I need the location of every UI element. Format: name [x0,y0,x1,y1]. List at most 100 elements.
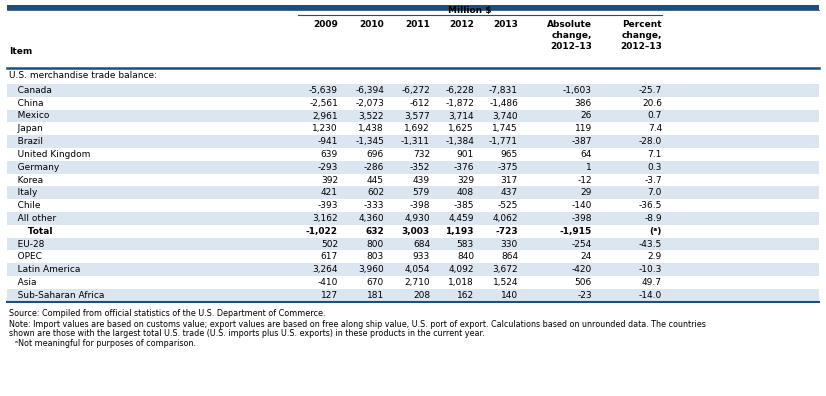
Text: 1,193: 1,193 [445,227,474,236]
Text: 0.7: 0.7 [648,112,662,120]
Text: -23: -23 [577,291,592,300]
Text: -525: -525 [497,201,518,210]
Text: -6,394: -6,394 [355,86,384,95]
Text: -25.7: -25.7 [638,86,662,95]
Text: 506: 506 [575,278,592,287]
Text: -1,603: -1,603 [563,86,592,95]
Text: -2,561: -2,561 [309,99,338,108]
Text: Percent
change,
2012–13: Percent change, 2012–13 [620,20,662,51]
Text: 602: 602 [367,188,384,197]
Text: 632: 632 [365,227,384,236]
Text: Million $: Million $ [449,6,491,15]
Bar [7,97,819,110]
Text: EU-28: EU-28 [9,240,45,249]
Bar [7,148,819,161]
Bar [7,161,819,173]
Bar [7,263,819,276]
Text: -333: -333 [363,201,384,210]
Text: 1,625: 1,625 [449,124,474,133]
Text: 7.0: 7.0 [648,188,662,197]
Text: 579: 579 [413,188,430,197]
Text: -941: -941 [318,137,338,146]
Text: -387: -387 [572,137,592,146]
Text: Item: Item [9,47,32,56]
Text: 800: 800 [367,240,384,249]
Text: China: China [9,99,44,108]
Text: 2,961: 2,961 [312,112,338,120]
Text: 502: 502 [320,240,338,249]
Text: 3,264: 3,264 [312,265,338,274]
Text: (ᵃ): (ᵃ) [649,227,662,236]
Text: Latin America: Latin America [9,265,80,274]
Text: 49.7: 49.7 [642,278,662,287]
Text: -352: -352 [410,163,430,172]
Bar [7,199,819,212]
Text: 639: 639 [320,150,338,159]
Text: 24: 24 [581,252,592,261]
Text: 670: 670 [367,278,384,287]
Text: 439: 439 [413,175,430,185]
Text: 3,162: 3,162 [312,214,338,223]
Text: -7,831: -7,831 [489,86,518,95]
Text: -28.0: -28.0 [638,137,662,146]
Bar [7,225,819,238]
Bar [7,238,819,250]
Text: Note: Import values are based on customs value; export values are based on free : Note: Import values are based on customs… [9,320,706,329]
Text: OPEC: OPEC [9,252,42,261]
Text: 208: 208 [413,291,430,300]
Text: -410: -410 [318,278,338,287]
Text: All other: All other [9,214,56,223]
Text: 140: 140 [501,291,518,300]
Text: Asia: Asia [9,278,36,287]
Text: -2,073: -2,073 [355,99,384,108]
Text: 4,360: 4,360 [358,214,384,223]
Text: -3.7: -3.7 [644,175,662,185]
Text: 1,438: 1,438 [358,124,384,133]
Text: -5,639: -5,639 [309,86,338,95]
Text: 2013: 2013 [493,20,518,29]
Text: 1: 1 [586,163,592,172]
Text: 2.9: 2.9 [648,252,662,261]
Text: 4,054: 4,054 [405,265,430,274]
Text: 617: 617 [320,252,338,261]
Text: 965: 965 [501,150,518,159]
Text: 392: 392 [320,175,338,185]
Text: -8.9: -8.9 [644,214,662,223]
Text: 3,960: 3,960 [358,265,384,274]
Text: 1,745: 1,745 [492,124,518,133]
Text: 4,930: 4,930 [405,214,430,223]
Text: -1,311: -1,311 [401,137,430,146]
Text: -6,228: -6,228 [445,86,474,95]
Text: shown are those with the largest total U.S. trade (U.S. imports plus U.S. export: shown are those with the largest total U… [9,329,485,338]
Text: Korea: Korea [9,175,43,185]
Text: 3,740: 3,740 [492,112,518,120]
Text: -14.0: -14.0 [638,291,662,300]
Text: 2,710: 2,710 [405,278,430,287]
Text: -6,272: -6,272 [401,86,430,95]
Text: -723: -723 [496,227,518,236]
Text: Italy: Italy [9,188,37,197]
Text: -254: -254 [572,240,592,249]
Text: Chile: Chile [9,201,40,210]
Text: 732: 732 [413,150,430,159]
Text: 864: 864 [501,252,518,261]
Text: 317: 317 [501,175,518,185]
Bar [7,5,819,10]
Text: 64: 64 [581,150,592,159]
Bar [7,276,819,289]
Text: 437: 437 [501,188,518,197]
Text: -375: -375 [497,163,518,172]
Text: 3,672: 3,672 [492,265,518,274]
Text: 26: 26 [581,112,592,120]
Text: Brazil: Brazil [9,137,43,146]
Text: Mexico: Mexico [9,112,50,120]
Text: -612: -612 [410,99,430,108]
Text: Sub-Saharan Africa: Sub-Saharan Africa [9,291,104,300]
Text: -398: -398 [572,214,592,223]
Text: 1,230: 1,230 [312,124,338,133]
Text: 840: 840 [457,252,474,261]
Bar [7,289,819,302]
Text: -10.3: -10.3 [638,265,662,274]
Text: Germany: Germany [9,163,59,172]
Text: -1,872: -1,872 [445,99,474,108]
